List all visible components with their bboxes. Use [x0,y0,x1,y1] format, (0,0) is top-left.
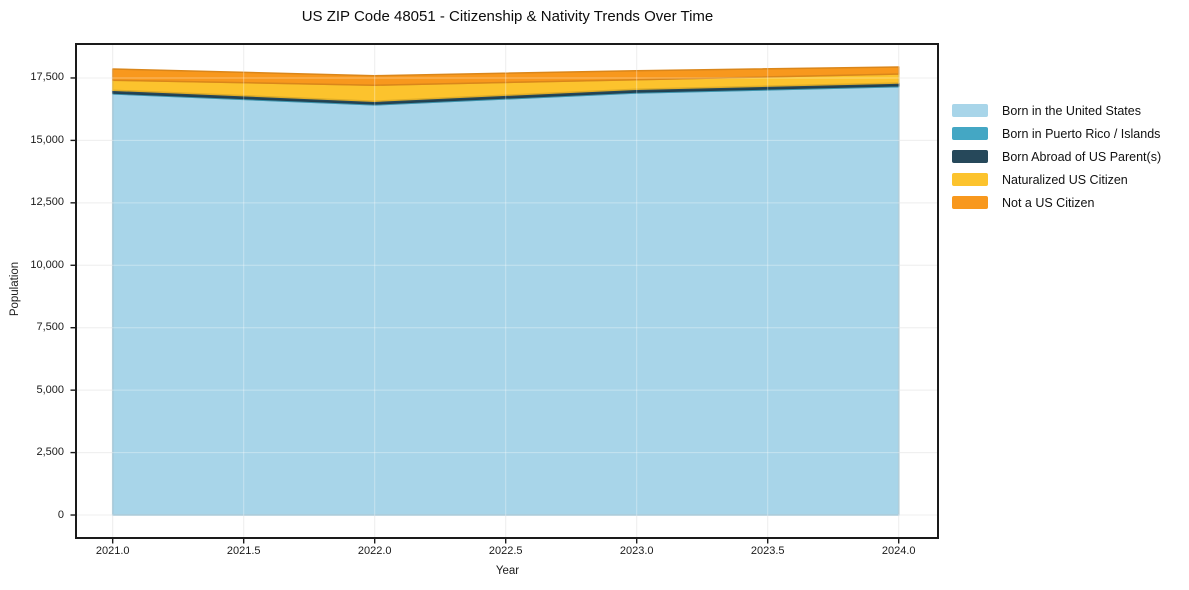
legend-item-naturalized-us-citizen: Naturalized US Citizen [952,172,1161,187]
legend-item-born-abroad-of-us-parent-s: Born Abroad of US Parent(s) [952,149,1162,164]
area-not-a-us-citizen [111,66,900,86]
legend-item-born-in-the-united-states: Born in the United States [952,103,1161,118]
legend-label: Not a US Citizen [1002,195,1095,210]
x-axis-label: Year [495,565,520,577]
legend-swatch [952,104,988,117]
x-tick-label: 2021.0 [95,545,130,557]
y-tick-label: 2,500 [36,446,64,459]
y-tick-label: 7,500 [36,321,64,334]
x-tick-label: 2023.0 [619,545,654,557]
legend-swatch [952,150,988,163]
legend-swatch [952,196,988,209]
x-tick-label: 2021.5 [226,545,261,557]
plot-frame [75,43,939,539]
legend-label: Born in the United States [1002,103,1141,118]
x-tick-label: 2024.0 [881,545,916,557]
legend-swatch [952,173,988,186]
legend-label: Born in Puerto Rico / Islands [1002,126,1161,141]
legend-label: Naturalized US Citizen [1002,172,1128,187]
chart-title: US ZIP Code 48051 - Citizenship & Nativi… [301,8,714,25]
legend-swatch [952,127,988,140]
x-tick-label: 2022.0 [357,545,392,557]
y-tick-label: 5,000 [36,383,64,396]
x-tick-label: 2022.5 [488,545,523,557]
y-tick-label: 12,500 [30,196,64,209]
legend: Born in the United States Born in Puerto … [952,103,1162,210]
y-tick-label: 17,500 [30,71,64,84]
y-tick-label: 10,000 [30,258,64,271]
y-tick-label: 15,000 [30,133,64,146]
legend-label: Born Abroad of US Parent(s) [1002,149,1162,164]
legend-item-born-in-puerto-rico-islands: Born in Puerto Rico / Islands [952,126,1161,141]
x-tick-label: 2023.5 [750,545,785,557]
y-tick-label: 0 [57,508,64,521]
legend-item-not-a-us-citizen: Not a US Citizen [952,195,1161,210]
y-axis-label-wrap: Population [6,44,24,533]
